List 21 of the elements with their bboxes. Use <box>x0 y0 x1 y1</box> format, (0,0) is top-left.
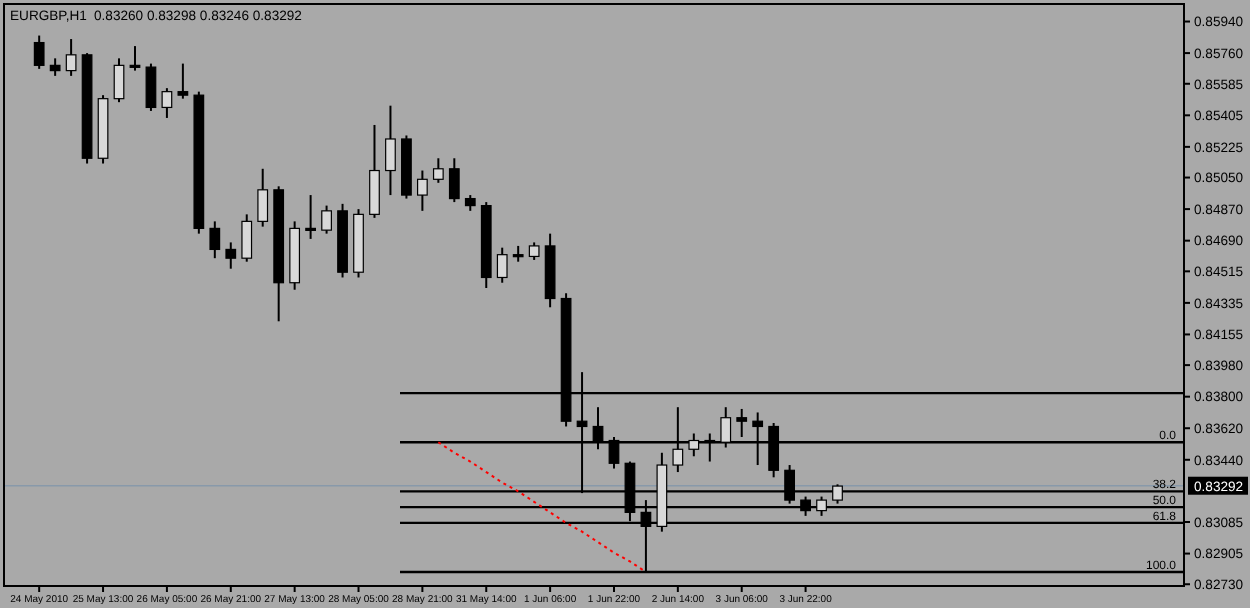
candlestick <box>65 38 77 77</box>
candlestick <box>321 204 332 235</box>
line-series <box>437 441 647 573</box>
candlestick <box>305 194 316 240</box>
candlestick <box>496 246 508 284</box>
candlestick <box>113 57 125 104</box>
candlestick <box>416 169 428 212</box>
candlestick <box>33 34 45 70</box>
candlestick <box>369 123 380 219</box>
candlestick <box>225 241 237 270</box>
candlestick <box>209 220 221 260</box>
candlestick <box>145 62 157 112</box>
candlestick <box>241 213 253 263</box>
candlestick <box>161 87 173 119</box>
candlestick <box>177 62 189 100</box>
candlestick <box>129 45 141 72</box>
candlestick <box>432 157 444 184</box>
candlestick <box>736 407 748 438</box>
candlestick <box>257 167 269 228</box>
candlestick <box>385 104 396 197</box>
candlestick <box>448 157 460 204</box>
